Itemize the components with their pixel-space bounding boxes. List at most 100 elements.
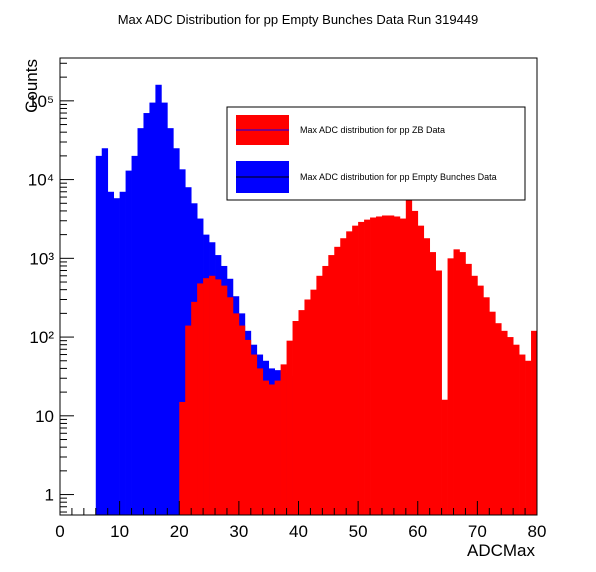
bar-zb-67 [459, 252, 466, 515]
x-tick-label: 30 [229, 522, 248, 541]
y-tick-label: 10 [35, 407, 54, 426]
bar-empty-bunches-20 [179, 169, 186, 515]
bar-empty-bunches-10 [119, 191, 126, 515]
bar-zb-79 [531, 330, 538, 515]
histogram-bars [95, 84, 538, 516]
bar-zb-73 [495, 323, 502, 515]
bar-zb-30 [238, 325, 246, 515]
y-tick-label: 10⁴ [28, 171, 54, 190]
bar-zb-51 [364, 219, 371, 515]
bar-zb-46 [334, 246, 341, 515]
bar-empty-bunches-15 [149, 102, 156, 515]
bar-empty-bunches-19 [173, 148, 180, 515]
bar-empty-bunches-14 [143, 113, 150, 515]
bar-zb-58 [405, 200, 413, 515]
y-tick-label: 1 [45, 486, 54, 505]
bar-zb-60 [417, 225, 425, 515]
x-tick-label: 50 [349, 522, 368, 541]
bar-zb-26 [215, 279, 222, 515]
bar-zb-48 [346, 231, 353, 516]
y-tick-label: 10⁵ [28, 92, 54, 111]
bar-zb-54 [381, 215, 389, 516]
bar-empty-bunches-17 [161, 102, 168, 515]
bar-zb-32 [250, 354, 258, 515]
y-axis-title: Counts [22, 59, 41, 113]
x-tick-label: 0 [55, 522, 64, 541]
bar-zb-70 [477, 285, 484, 515]
legend: Max ADC distribution for pp ZB Data Max … [226, 106, 526, 201]
bar-zb-41 [304, 299, 311, 515]
bar-zb-44 [322, 265, 329, 515]
bar-zb-40 [298, 310, 305, 515]
bar-zb-34 [262, 380, 270, 515]
bar-zb-37 [280, 364, 287, 515]
x-tick-label: 40 [289, 522, 308, 541]
bar-zb-24 [203, 278, 210, 515]
bar-zb-75 [507, 337, 514, 515]
bar-zb-43 [316, 275, 323, 515]
bar-empty-bunches-13 [137, 128, 144, 515]
bar-zb-36 [274, 380, 281, 515]
bar-zb-38 [286, 340, 293, 515]
bar-zb-57 [399, 218, 407, 516]
bar-zb-66 [453, 249, 460, 515]
bar-zb-72 [489, 311, 496, 515]
chart-title: Max ADC Distribution for pp Empty Bunche… [118, 12, 479, 27]
bar-zb-52 [370, 217, 377, 515]
bar-zb-31 [244, 339, 252, 515]
bar-zb-64 [441, 399, 448, 515]
bar-zb-59 [411, 210, 419, 516]
x-tick-label: 10 [110, 522, 129, 541]
bar-zb-28 [226, 297, 234, 515]
legend-label-zb: Max ADC distribution for pp ZB Data [300, 125, 445, 135]
bar-zb-20 [179, 401, 186, 515]
bar-empty-bunches-6 [95, 155, 103, 515]
bar-zb-39 [292, 321, 299, 515]
bar-zb-45 [328, 255, 335, 515]
x-tick-label: 60 [408, 522, 427, 541]
bar-empty-bunches-16 [155, 84, 162, 516]
bar-zb-22 [191, 301, 198, 515]
bar-empty-bunches-8 [107, 191, 115, 515]
bar-zb-42 [310, 289, 317, 515]
bar-zb-25 [209, 275, 216, 515]
bar-zb-78 [525, 360, 532, 515]
bar-zb-74 [501, 330, 508, 515]
legend-label-empty-bunches: Max ADC distribution for pp Empty Bunche… [300, 172, 497, 182]
legend-entry-empty-bunches: Max ADC distribution for pp Empty Bunche… [236, 161, 497, 193]
y-axis-ticks: 1 10 10² 10³ 10⁴ 10⁵ [28, 62, 74, 513]
x-axis-title: ADCMax [467, 541, 536, 560]
legend-entry-zb: Max ADC distribution for pp ZB Data [236, 115, 445, 145]
bar-zb-69 [471, 275, 478, 515]
bar-zb-62 [429, 252, 436, 515]
bar-zb-77 [519, 354, 526, 515]
bar-zb-50 [358, 221, 365, 516]
bar-zb-71 [483, 297, 490, 515]
bar-zb-21 [185, 325, 192, 515]
bar-empty-bunches-12 [131, 155, 138, 515]
x-axis-ticks: 0 10 20 30 40 50 60 70 80 [55, 501, 546, 541]
bar-zb-47 [340, 238, 347, 516]
bar-zb-61 [423, 238, 431, 516]
bar-zb-55 [387, 215, 395, 516]
bar-zb-33 [256, 368, 264, 515]
bar-empty-bunches-18 [167, 128, 174, 515]
x-tick-label: 20 [170, 522, 189, 541]
y-tick-label: 10³ [29, 249, 54, 268]
x-tick-label: 70 [468, 522, 487, 541]
bar-zb-49 [352, 225, 359, 515]
bar-zb-65 [447, 258, 454, 515]
bar-zb-63 [435, 270, 442, 515]
x-tick-label: 80 [528, 522, 547, 541]
bar-zb-68 [465, 263, 472, 515]
bar-zb-35 [268, 384, 275, 515]
bar-zb-27 [220, 285, 228, 515]
bar-zb-76 [513, 344, 520, 515]
bar-zb-53 [376, 216, 383, 516]
bar-zb-29 [232, 313, 240, 515]
y-tick-label: 10² [29, 328, 54, 347]
bar-empty-bunches-9 [113, 198, 120, 515]
bar-empty-bunches-7 [101, 148, 109, 515]
bar-zb-56 [393, 216, 401, 516]
